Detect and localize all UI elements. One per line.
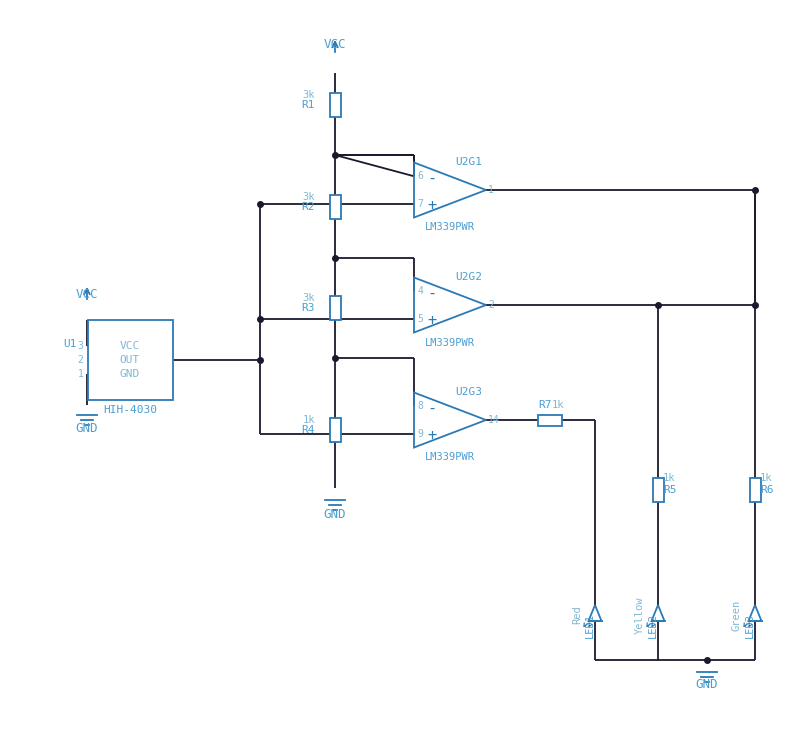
Text: U2G3: U2G3 <box>455 387 482 397</box>
Text: R6: R6 <box>760 485 773 495</box>
Bar <box>87 320 172 400</box>
Text: -: - <box>427 286 436 301</box>
Text: 6: 6 <box>417 171 423 181</box>
Bar <box>330 418 341 442</box>
Text: R3: R3 <box>302 303 315 313</box>
Text: +: + <box>427 314 436 328</box>
Text: 14: 14 <box>488 415 500 425</box>
Text: R5: R5 <box>663 485 677 495</box>
Text: LED3: LED3 <box>745 612 755 637</box>
Text: GND: GND <box>324 509 346 522</box>
Text: R2: R2 <box>302 202 315 212</box>
Text: LM339PWR: LM339PWR <box>425 453 475 462</box>
Text: LED1: LED1 <box>585 612 595 637</box>
Text: VCC: VCC <box>324 38 346 52</box>
Text: +: + <box>427 428 436 443</box>
Text: GND: GND <box>695 679 718 692</box>
Text: +: + <box>427 198 436 213</box>
Text: 3: 3 <box>78 341 83 351</box>
Text: 9: 9 <box>417 429 423 439</box>
Text: 3k: 3k <box>302 192 315 202</box>
Bar <box>538 414 562 425</box>
Text: 2: 2 <box>488 300 494 310</box>
Text: GND: GND <box>75 422 99 434</box>
Text: 3k: 3k <box>302 293 315 303</box>
Text: Red: Red <box>572 606 582 624</box>
Text: R4: R4 <box>302 425 315 435</box>
Text: 1k: 1k <box>552 400 565 410</box>
Text: HIH-4030: HIH-4030 <box>103 405 157 415</box>
Text: U2G1: U2G1 <box>455 157 482 167</box>
Text: 5: 5 <box>417 314 423 324</box>
Text: U1: U1 <box>63 339 76 349</box>
Text: VCC: VCC <box>119 341 140 351</box>
Text: 1k: 1k <box>302 415 315 425</box>
Text: 1k: 1k <box>760 473 772 483</box>
Text: 2: 2 <box>78 355 83 365</box>
Text: 7: 7 <box>417 199 423 209</box>
Text: 3k: 3k <box>302 90 315 100</box>
Text: Yellow: Yellow <box>635 596 645 634</box>
Text: 1: 1 <box>78 369 83 379</box>
Text: LED2: LED2 <box>648 612 658 637</box>
Text: 1: 1 <box>488 185 494 195</box>
Text: -: - <box>427 171 436 185</box>
Bar <box>653 478 663 502</box>
Text: GND: GND <box>119 369 140 379</box>
Bar <box>330 93 341 117</box>
Text: LM339PWR: LM339PWR <box>425 222 475 233</box>
Text: VCC: VCC <box>75 289 99 302</box>
Bar <box>330 195 341 219</box>
Text: 8: 8 <box>417 401 423 411</box>
Text: -: - <box>427 400 436 416</box>
Text: OUT: OUT <box>119 355 140 365</box>
Bar <box>750 478 760 502</box>
Bar <box>330 296 341 320</box>
Text: R7: R7 <box>538 400 552 410</box>
Text: U2G2: U2G2 <box>455 272 482 282</box>
Text: 4: 4 <box>417 286 423 297</box>
Text: Green: Green <box>732 599 742 631</box>
Text: 1k: 1k <box>663 473 675 483</box>
Text: R1: R1 <box>302 100 315 110</box>
Text: LM339PWR: LM339PWR <box>425 338 475 347</box>
